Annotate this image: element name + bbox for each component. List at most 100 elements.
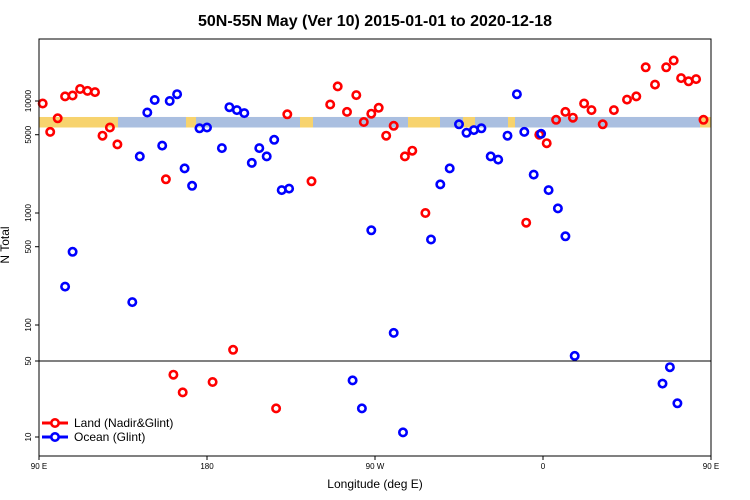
- data-point: [160, 174, 171, 185]
- data-point: [351, 90, 362, 101]
- data-point: [52, 113, 63, 124]
- axes: 90 E 180 90 W 0 90 E 10 50 100 500 1000 5000 10000: [24, 38, 719, 471]
- data-point: [444, 163, 455, 174]
- data-point: [254, 143, 265, 154]
- data-point: [306, 176, 317, 187]
- data-point: [157, 140, 168, 151]
- data-point: [149, 95, 160, 106]
- data-point: [207, 376, 218, 387]
- data-point: [399, 151, 410, 162]
- y-tick-label: 100: [24, 318, 33, 332]
- data-point: [621, 94, 632, 105]
- data-point: [373, 102, 384, 113]
- x-tick-label: 90 W: [366, 462, 385, 471]
- data-point: [661, 62, 672, 73]
- data-point: [691, 74, 702, 85]
- band-segment: [118, 116, 186, 128]
- data-point: [179, 163, 190, 174]
- data-point: [586, 105, 597, 116]
- data-point: [112, 139, 123, 150]
- legend-item: Ocean (Glint): [42, 430, 145, 444]
- legend: Land (Nadir&Glint)Ocean (Glint): [42, 416, 173, 444]
- data-point: [569, 350, 580, 361]
- data-point: [172, 89, 183, 100]
- data-point: [397, 427, 408, 438]
- data-point: [567, 112, 578, 123]
- legend-item: Land (Nadir&Glint): [42, 416, 173, 430]
- legend-label: Land (Nadir&Glint): [74, 416, 173, 430]
- y-axis-label: N Total: [0, 226, 12, 263]
- data-point: [476, 123, 487, 134]
- data-point: [239, 108, 250, 119]
- data-point: [356, 403, 367, 414]
- data-point: [246, 157, 257, 168]
- data-point: [698, 114, 709, 125]
- data-point: [425, 234, 436, 245]
- series-land: [37, 55, 709, 414]
- data-point: [60, 281, 71, 292]
- data-point: [284, 183, 295, 194]
- data-point: [332, 81, 343, 92]
- data-point: [341, 106, 352, 117]
- x-tick-label: 0: [541, 462, 546, 471]
- data-point: [381, 130, 392, 141]
- data-point: [668, 55, 679, 66]
- data-point: [97, 130, 108, 141]
- data-point: [388, 120, 399, 131]
- band-segment: [196, 116, 300, 128]
- data-point: [493, 154, 504, 165]
- data-point: [640, 62, 651, 73]
- data-point: [551, 114, 562, 125]
- data-point: [552, 203, 563, 214]
- y-tick-label: 5000: [24, 125, 33, 143]
- reference-band: [39, 116, 711, 128]
- data-point: [649, 79, 660, 90]
- data-point: [657, 378, 668, 389]
- data-point: [366, 108, 377, 119]
- data-point: [579, 98, 590, 109]
- band-segment: [515, 116, 700, 128]
- data-point: [228, 344, 239, 355]
- data-point: [608, 105, 619, 116]
- y-tick-label: 10000: [24, 89, 33, 112]
- legend-marker: [49, 431, 60, 442]
- data-point: [511, 89, 522, 100]
- data-point: [325, 99, 336, 110]
- series-ocean: [60, 89, 683, 438]
- data-point: [347, 375, 358, 386]
- y-tick-label: 50: [24, 356, 33, 365]
- x-axis-label: Longitude (deg E): [327, 477, 422, 491]
- y-tick-label: 10: [24, 432, 33, 441]
- data-point: [187, 180, 198, 191]
- data-point: [282, 109, 293, 120]
- legend-marker: [49, 417, 60, 428]
- band-segment: [475, 116, 508, 128]
- data-point: [127, 297, 138, 308]
- data-point: [560, 106, 571, 117]
- data-point: [407, 145, 418, 156]
- data-point: [177, 387, 188, 398]
- chart-title: 50N-55N May (Ver 10) 2015-01-01 to 2020-…: [198, 13, 552, 30]
- data-point: [202, 122, 213, 133]
- data-point: [435, 179, 446, 190]
- data-point: [271, 403, 282, 414]
- data-point: [521, 217, 532, 228]
- data-point: [453, 119, 464, 130]
- data-point: [104, 122, 115, 133]
- data-point: [420, 208, 431, 219]
- data-point: [168, 369, 179, 380]
- data-point: [216, 143, 227, 154]
- data-point: [366, 225, 377, 236]
- data-points: [37, 55, 709, 438]
- data-point: [261, 151, 272, 162]
- band-segment: [440, 116, 463, 128]
- data-point: [519, 126, 530, 137]
- legend-label: Ocean (Glint): [74, 430, 145, 444]
- data-point: [388, 327, 399, 338]
- data-point: [528, 169, 539, 180]
- y-tick-label: 500: [24, 239, 33, 253]
- data-point: [67, 90, 78, 101]
- data-point: [560, 231, 571, 242]
- data-point: [672, 398, 683, 409]
